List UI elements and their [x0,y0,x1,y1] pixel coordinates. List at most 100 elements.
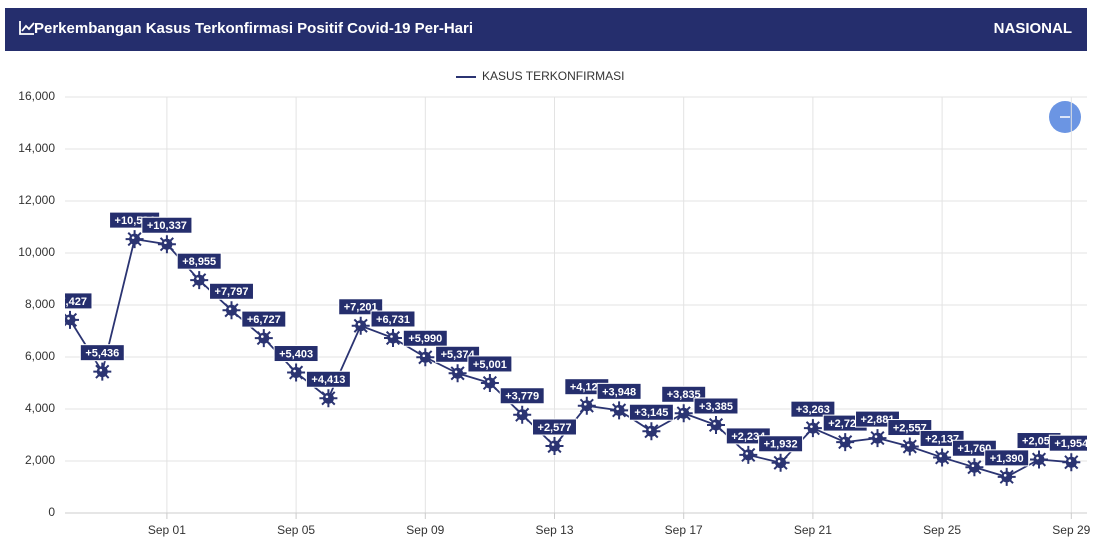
value-label: +1,760 [957,443,991,455]
marker-dot [939,454,942,458]
marker-dot [551,443,555,446]
marker-spikes [610,401,629,420]
marker [65,314,76,326]
marker-spikes [416,348,435,367]
marker-spikes [642,422,661,441]
marker-spikes [577,396,596,415]
marker [322,392,334,404]
marker-dot [842,439,845,442]
marker-dot [261,335,264,338]
marker-spikes [319,389,338,408]
marker-dot [325,395,329,399]
marker [1033,454,1045,466]
header-region[interactable]: NASIONAL [994,20,1072,37]
marker-spikes [65,310,79,329]
marker [742,449,754,461]
value-label: +5,436 [85,348,119,360]
marker-spikes [771,453,790,472]
marker-dot [293,369,296,373]
value-label: +7,201 [344,302,378,314]
marker-spikes [900,437,919,456]
x-tick-label: Sep 25 [923,523,961,537]
marker-spikes [480,373,499,392]
value-label-box [790,400,836,418]
marker-spikes [448,364,467,383]
value-label-box [402,329,448,347]
value-label: +3,948 [602,386,636,398]
value-label: +6,731 [376,314,410,326]
marker-dot [390,335,393,338]
marker-dot [680,410,684,414]
marker-spikes [513,405,532,424]
value-label: +5,374 [441,349,476,361]
value-label: +1,390 [990,453,1024,465]
x-tick-label: Sep 09 [406,523,444,537]
x-tick-label: Sep 05 [277,523,315,537]
marker [807,422,819,434]
marker [387,332,399,344]
marker-dot [713,422,716,425]
value-label-box [628,403,674,421]
marker-spikes [287,363,306,382]
marker-dot [196,277,199,280]
value-label: +2,881 [861,414,895,426]
value-label-box [1048,434,1087,452]
marker-spikes [222,301,241,320]
value-label: +2,057 [1022,435,1056,447]
marker [452,367,464,379]
value-label: +2,727 [828,418,862,430]
marker-spikes [836,433,855,452]
value-label-box [176,252,222,270]
y-tick-label: 6,000 [25,349,55,363]
marker-dot [616,407,619,411]
value-label-box [596,382,642,400]
value-label: +5,403 [279,348,313,360]
marker-spikes [545,436,564,455]
marker [968,461,980,473]
value-label: +1,932 [764,439,798,451]
x-tick-label: Sep 13 [535,523,573,537]
marker-spikes [739,445,758,464]
value-label: +8,955 [182,256,216,268]
marker-spikes [933,448,952,467]
value-label: +7,427 [53,296,87,308]
value-label-box [241,310,287,328]
marker [516,409,528,421]
marker-dot [777,459,781,463]
marker [226,304,237,316]
marker [161,238,173,250]
x-tick-label: Sep 01 [148,523,186,537]
value-label: +5,990 [408,333,442,345]
marker-dot [745,452,749,455]
marker-spikes [254,329,273,348]
marker-dot [971,464,975,468]
marker-dot [1036,456,1039,460]
marker-spikes [125,230,144,249]
marker-dot [1003,474,1007,477]
y-tick-label: 8,000 [25,297,55,311]
marker-dot [810,425,813,428]
value-label: +2,137 [925,433,959,445]
value-label: +3,779 [505,391,539,403]
value-label-box [65,292,93,310]
value-label-box [141,216,193,234]
marker [1065,456,1077,468]
y-tick-label: 16,000 [18,89,55,103]
y-tick-label: 0 [48,505,55,519]
marker [936,451,948,463]
value-label: +1,954 [1054,438,1089,450]
value-label: +7,797 [215,286,249,298]
legend-label[interactable]: KASUS TERKONFIRMASI [482,69,624,83]
marker-spikes [351,316,370,335]
marker-dot [454,370,458,374]
marker-dot [164,241,167,245]
value-label: +2,577 [538,422,572,434]
header-title: Perkembangan Kasus Terkonfirmasi Positif… [34,20,473,37]
marker-spikes [707,415,725,434]
marker [484,377,496,389]
marker-spikes [965,458,984,477]
marker [193,274,205,286]
marker [96,366,108,378]
y-tick-label: 12,000 [18,193,55,207]
